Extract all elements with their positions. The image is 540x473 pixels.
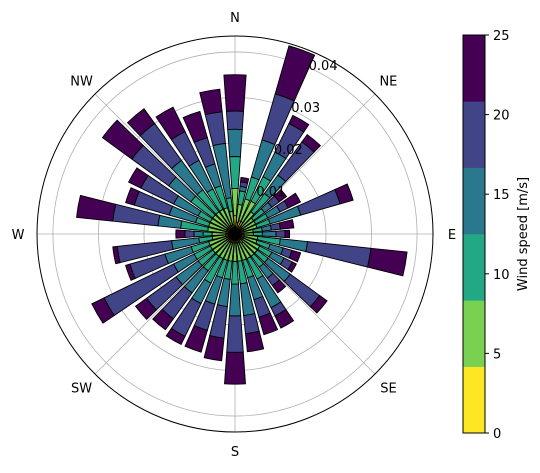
bar-sector-180-bin-4: [226, 315, 244, 353]
bar-sector-90-bin-4: [275, 230, 286, 238]
radial-tick-labels: 0.01 0.02 0.03 0.04: [256, 59, 337, 200]
bar-sector-0-bin-0: [233, 215, 237, 235]
colorbar-tick-label-2: 10: [493, 268, 510, 283]
windrose-bars: [76, 45, 408, 385]
bar-sector-280-bin-5: [76, 194, 117, 222]
bar-sector-90-bin-3: [261, 230, 277, 238]
colorbar-tick-label-1: 5: [493, 347, 501, 362]
bar-sector-0-bin-4: [225, 110, 245, 131]
colorbar-segment-1: [463, 300, 485, 367]
bar-sector-270-bin-4: [184, 230, 195, 238]
bar-sector-190-bin-5: [203, 335, 225, 362]
radial-tick-label-1: 0.02: [274, 143, 303, 158]
bar-sector-170-bin-4: [243, 312, 260, 335]
colorbar-tick-label-5: 25: [493, 29, 510, 44]
direction-label-ne: NE: [379, 75, 397, 90]
direction-label-e: E: [448, 228, 456, 243]
angular-gridline-5: [94, 233, 236, 375]
direction-label-n: N: [230, 11, 240, 26]
bar-sector-80-bin-4: [269, 222, 281, 231]
radial-tick-label-3: 0.04: [309, 59, 338, 74]
colorbar-segment-4: [463, 101, 485, 168]
bar-sector-350-bin-5: [199, 88, 223, 116]
bar-sector-90-bin-5: [284, 229, 291, 239]
colorbar-segment-5: [463, 35, 485, 102]
direction-labels: N NE E SE S SW W NW: [12, 11, 457, 460]
bar-sector-270-bin-5: [175, 229, 186, 239]
bar-sector-0-bin-2: [229, 156, 241, 190]
angular-gridline-3: [234, 233, 376, 375]
radial-tick-label-2: 0.03: [291, 101, 320, 116]
colorbar: 0 5 10 15 20 25 Wind speed [m/s]: [462, 29, 531, 442]
direction-label-nw: NW: [70, 75, 93, 90]
angular-gridline-7: [94, 93, 236, 235]
direction-label-se: SE: [380, 381, 396, 396]
bar-sector-100-bin-5: [366, 247, 408, 277]
polar-frame: [36, 35, 434, 433]
colorbar-segment-0: [463, 366, 485, 434]
bar-sector-100-bin-4: [305, 241, 372, 268]
colorbar-segment-2: [463, 234, 485, 301]
bar-sector-0-bin-5: [223, 74, 247, 112]
direction-label-s: S: [231, 445, 239, 460]
direction-label-sw: SW: [71, 381, 92, 396]
colorbar-tick-label-4: 20: [493, 109, 510, 124]
bar-sector-180-bin-3: [228, 283, 242, 317]
bar-sector-270-bin-3: [193, 230, 204, 238]
radial-tick-label-0: 0.01: [256, 185, 285, 200]
direction-label-w: W: [12, 228, 25, 243]
bar-sector-0-bin-3: [227, 128, 243, 158]
bar-sector-180-bin-5: [224, 351, 246, 385]
colorbar-segment-3: [463, 167, 485, 235]
bar-sector-270-bin-2: [202, 231, 213, 237]
colorbar-frame: [462, 34, 486, 434]
colorbar-tick-label-0: 0: [493, 427, 501, 442]
bar-sector-90-bin-2: [252, 231, 263, 237]
bar-sector-180-bin-2: [231, 260, 239, 285]
bar-sector-350-bin-0: [232, 224, 236, 235]
colorbar-label: Wind speed [m/s]: [516, 177, 531, 291]
bar-sector-70-bin-4: [296, 188, 341, 216]
colorbar-tick-label-3: 15: [493, 188, 510, 203]
angular-gridline-1: [234, 93, 376, 235]
bar-sector-170-bin-5: [244, 330, 265, 353]
